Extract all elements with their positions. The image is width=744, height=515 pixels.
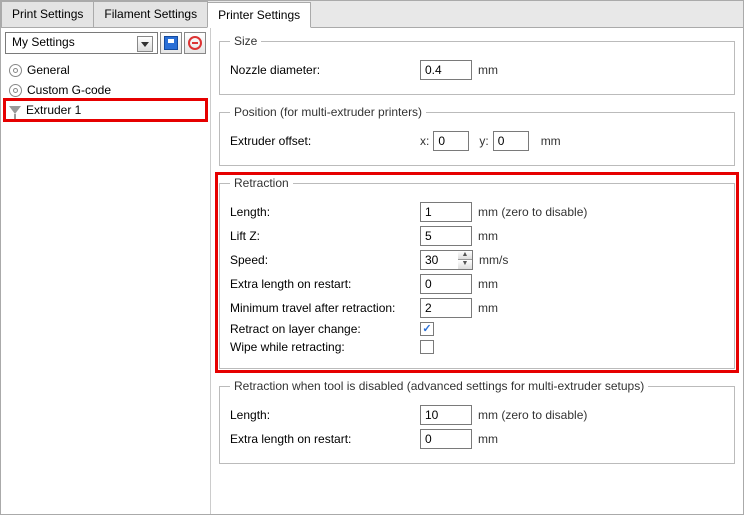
retraction-length-input[interactable] [420, 202, 472, 222]
extra-unit: mm [478, 277, 498, 291]
tree-label-gcode: Custom G-code [27, 83, 111, 97]
retraction-disabled-group: Retraction when tool is disabled (advanc… [219, 379, 735, 464]
disabled-length-input[interactable] [420, 405, 472, 425]
layerchange-label: Retract on layer change: [230, 322, 420, 336]
length-unit: mm (zero to disable) [478, 205, 587, 219]
funnel-icon [9, 106, 21, 114]
tab-filament-settings[interactable]: Filament Settings [93, 1, 208, 27]
liftz-label: Lift Z: [230, 229, 420, 243]
extra-row: Extra length on restart: mm [230, 274, 724, 294]
tree-item-general[interactable]: General [5, 60, 206, 80]
size-group: Size Nozzle diameter: mm [219, 34, 735, 95]
tab-print-settings[interactable]: Print Settings [1, 1, 94, 27]
content-area: My Settings General Custom G-code [1, 28, 743, 514]
save-preset-button[interactable] [160, 32, 182, 54]
offset-y-input[interactable] [493, 131, 529, 151]
layerchange-row: Retract on layer change: [230, 322, 724, 336]
speed-unit: mm/s [479, 253, 508, 267]
position-group: Position (for multi-extruder printers) E… [219, 105, 735, 166]
tree-label-general: General [27, 63, 70, 77]
disabled-extra-unit: mm [478, 432, 498, 446]
nozzle-label: Nozzle diameter: [230, 63, 420, 77]
wipe-row: Wipe while retracting: [230, 340, 724, 354]
offset-row: Extruder offset: x: y: mm [230, 131, 724, 151]
disabled-length-unit: mm (zero to disable) [478, 408, 587, 422]
mintravel-input[interactable] [420, 298, 472, 318]
offset-unit: mm [541, 134, 561, 148]
liftz-row: Lift Z: mm [230, 226, 724, 246]
x-label: x: [420, 134, 429, 148]
speed-label: Speed: [230, 253, 420, 267]
tree-item-gcode[interactable]: Custom G-code [5, 80, 206, 100]
tree-item-extruder-1[interactable]: Extruder 1 [5, 100, 206, 120]
offset-label: Extruder offset: [230, 134, 420, 148]
preset-dropdown[interactable]: My Settings [5, 32, 158, 54]
offset-x-input[interactable] [433, 131, 469, 151]
preset-row: My Settings [5, 32, 206, 54]
mintravel-row: Minimum travel after retraction: mm [230, 298, 724, 318]
length-label: Length: [230, 205, 420, 219]
settings-tree: General Custom G-code Extruder 1 [5, 60, 206, 120]
layerchange-checkbox[interactable] [420, 322, 434, 336]
nozzle-unit: mm [478, 63, 498, 77]
disabled-length-label: Length: [230, 408, 420, 422]
disabled-extra-input[interactable] [420, 429, 472, 449]
preset-selected-label: My Settings [12, 35, 75, 49]
main-panel: Size Nozzle diameter: mm Position (for m… [211, 28, 743, 514]
tab-bar: Print Settings Filament Settings Printer… [1, 1, 743, 28]
mintravel-label: Minimum travel after retraction: [230, 301, 420, 315]
gear-icon [9, 64, 22, 77]
delete-preset-button[interactable] [184, 32, 206, 54]
sidebar: My Settings General Custom G-code [1, 28, 211, 514]
save-icon [164, 36, 178, 50]
printer-settings-window: Print Settings Filament Settings Printer… [0, 0, 744, 515]
speed-row: Speed: ▲ ▼ mm/s [230, 250, 724, 270]
mintravel-unit: mm [478, 301, 498, 315]
size-legend: Size [230, 34, 261, 48]
retraction-group: Retraction Length: mm (zero to disable) … [219, 176, 735, 369]
speed-up-button[interactable]: ▲ [458, 251, 472, 260]
retraction-legend: Retraction [230, 176, 293, 190]
extra-label: Extra length on restart: [230, 277, 420, 291]
length-row: Length: mm (zero to disable) [230, 202, 724, 222]
delete-icon [188, 36, 202, 50]
retraction-disabled-legend: Retraction when tool is disabled (advanc… [230, 379, 648, 393]
speed-down-button[interactable]: ▼ [458, 260, 472, 269]
speed-spinner: ▲ ▼ [420, 250, 473, 270]
liftz-input[interactable] [420, 226, 472, 246]
speed-input[interactable] [420, 250, 458, 270]
wipe-label: Wipe while retracting: [230, 340, 420, 354]
y-label: y: [479, 134, 488, 148]
tree-label-extruder: Extruder 1 [26, 103, 81, 117]
disabled-extra-row: Extra length on restart: mm [230, 429, 724, 449]
disabled-extra-label: Extra length on restart: [230, 432, 420, 446]
position-legend: Position (for multi-extruder printers) [230, 105, 426, 119]
disabled-length-row: Length: mm (zero to disable) [230, 405, 724, 425]
gear-icon [9, 84, 22, 97]
wipe-checkbox[interactable] [420, 340, 434, 354]
extra-input[interactable] [420, 274, 472, 294]
liftz-unit: mm [478, 229, 498, 243]
tab-printer-settings[interactable]: Printer Settings [207, 2, 311, 28]
nozzle-row: Nozzle diameter: mm [230, 60, 724, 80]
nozzle-input[interactable] [420, 60, 472, 80]
